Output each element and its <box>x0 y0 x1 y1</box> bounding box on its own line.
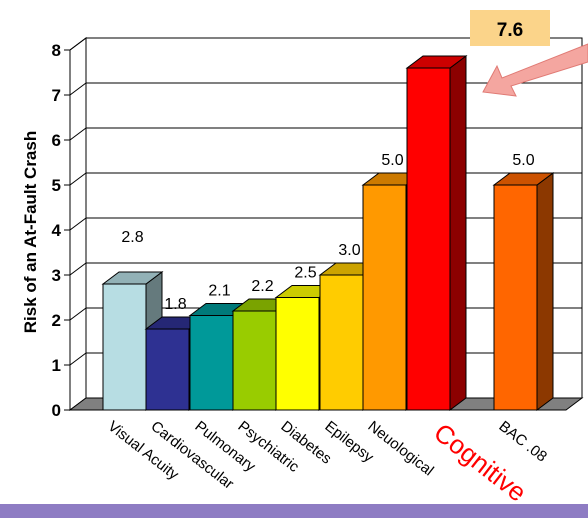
gridline-side <box>69 217 87 231</box>
bar <box>492 172 555 411</box>
y-tick-label: 7 <box>52 86 61 105</box>
bar-front <box>102 283 147 411</box>
value-label: 2.8 <box>121 229 143 246</box>
x-tick-label: Neuological <box>365 418 437 480</box>
gridline-side <box>69 37 87 51</box>
callout-box <box>470 10 550 46</box>
x-tick-label: BAC .08 <box>496 418 550 466</box>
bar-side <box>449 55 467 411</box>
value-labels: 2.8 1.8 2.1 2.2 2.5 3.0 5.0 5.0 <box>121 152 534 313</box>
bars <box>101 55 555 411</box>
value-label: 2.1 <box>208 283 230 300</box>
y-tick-labels: 0 1 2 3 4 5 6 7 8 <box>52 41 71 420</box>
bar-front <box>275 297 320 411</box>
y-tick-label: 8 <box>52 41 61 60</box>
value-label: 5.0 <box>381 152 403 169</box>
bar-front <box>362 184 407 411</box>
bar-side <box>536 172 554 411</box>
gridline-side <box>69 172 87 186</box>
value-label: 3.0 <box>338 242 360 259</box>
gridline-side <box>69 307 87 321</box>
callout: 7.6 <box>470 10 588 97</box>
bar-front <box>232 310 277 411</box>
gridline-side <box>69 127 87 141</box>
bar-front <box>145 328 190 411</box>
value-label: 5.0 <box>512 152 534 169</box>
value-label: 1.8 <box>164 296 186 313</box>
bar-front <box>319 274 364 411</box>
value-label: 2.5 <box>294 265 316 282</box>
y-axis-title: Risk of an At-Fault Crash <box>21 131 40 333</box>
bar-front <box>406 67 451 411</box>
y-tick-label: 1 <box>52 356 61 375</box>
y-tick-label: 4 <box>52 221 62 240</box>
y-tick-label: 5 <box>52 176 61 195</box>
gridline-side <box>69 262 87 276</box>
gridline-side <box>69 82 87 96</box>
value-label: 2.2 <box>251 278 273 295</box>
gridline-side <box>69 352 87 366</box>
bar-front <box>189 315 234 411</box>
callout-value: 7.6 <box>497 20 523 41</box>
bar-front <box>493 184 538 411</box>
bar <box>405 55 468 411</box>
y-tick-label: 0 <box>52 401 61 420</box>
y-tick-label: 3 <box>52 266 61 285</box>
y-tick-label: 2 <box>52 311 61 330</box>
y-tick-label: 6 <box>52 131 61 150</box>
callout-arrow <box>482 43 588 97</box>
footer-bar <box>0 504 588 518</box>
